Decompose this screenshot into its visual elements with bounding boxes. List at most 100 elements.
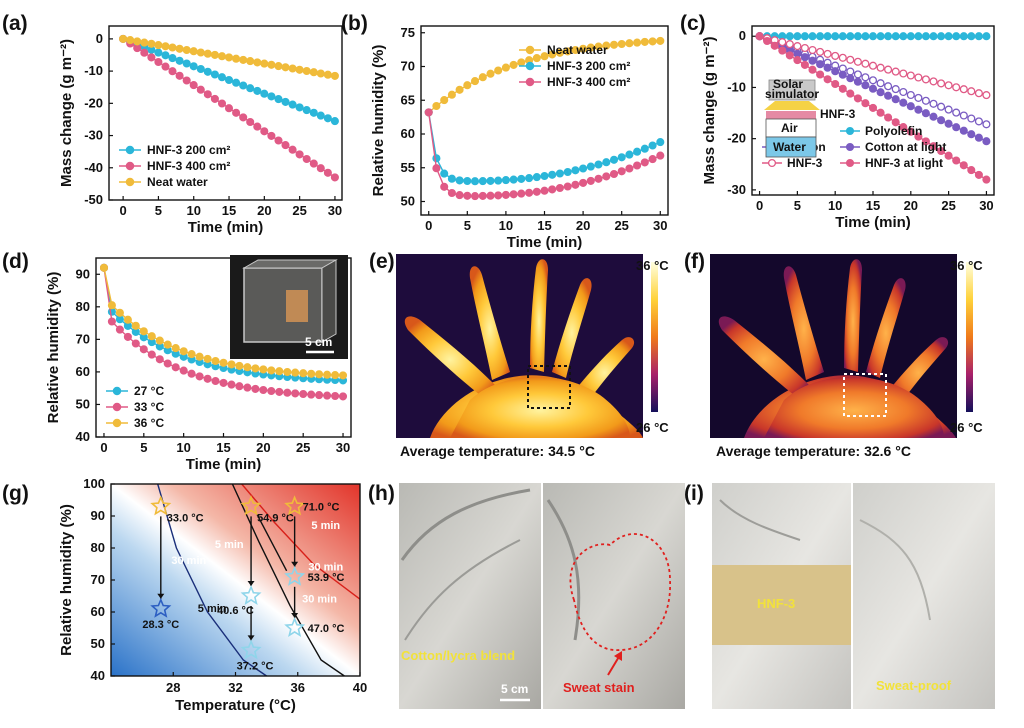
data-point: [217, 99, 227, 108]
caption-e: Average temperature: 34.5 °C: [400, 443, 595, 459]
data-point: [778, 46, 787, 55]
panel-label-a: (a): [2, 12, 28, 35]
data-point: [107, 317, 116, 326]
y-tick-label: -20: [84, 95, 103, 110]
legend-marker: [767, 158, 777, 168]
arrow-label: 5 min: [215, 539, 244, 551]
data-point: [509, 175, 518, 184]
data-point: [131, 321, 140, 330]
cb-min-f: 26 °C: [950, 420, 983, 435]
data-point: [227, 360, 236, 369]
data-point: [921, 75, 930, 84]
data-point: [563, 167, 572, 177]
data-point: [260, 59, 269, 68]
data-point: [171, 344, 180, 353]
x-tick-label: 30: [336, 440, 350, 455]
y-tick-label: 50: [91, 636, 105, 651]
data-point: [219, 378, 228, 387]
data-point: [853, 57, 862, 66]
data-point: [861, 59, 870, 68]
y-tick-label: -10: [84, 63, 103, 78]
legend-label: Neat water: [147, 175, 208, 189]
data-point: [246, 117, 255, 127]
data-point: [974, 117, 983, 126]
data-point: [571, 45, 580, 55]
data-point: [914, 32, 923, 41]
arrow-label: 5 min: [198, 603, 227, 615]
x-tick-label: 36: [291, 680, 305, 695]
data-point: [123, 332, 132, 341]
data-point: [432, 101, 441, 111]
data-point: [633, 147, 642, 156]
x-tick-label: 32: [228, 680, 242, 695]
data-point: [288, 64, 297, 73]
inset-water: Water: [773, 140, 806, 154]
data-point: [816, 60, 825, 69]
data-point: [974, 89, 983, 98]
data-point: [295, 150, 304, 159]
data-point: [868, 61, 878, 70]
hand-e: [404, 259, 643, 438]
data-point: [295, 65, 304, 74]
data-point: [203, 374, 212, 383]
data-point: [147, 39, 156, 48]
x-tick-label: 5: [155, 203, 162, 218]
y-tick-label: 40: [91, 668, 105, 683]
legend-marker: [845, 142, 855, 152]
data-point: [267, 92, 276, 101]
data-point: [906, 90, 915, 100]
data-point: [501, 176, 510, 185]
data-point: [323, 168, 332, 177]
panel-label-i: (i): [684, 482, 704, 505]
transition-arrow-diag: [256, 514, 288, 572]
data-point: [447, 90, 456, 99]
data-point: [455, 176, 464, 185]
data-point: [283, 367, 292, 377]
data-point: [424, 108, 433, 117]
data-point: [525, 174, 534, 183]
data-point: [309, 108, 318, 117]
data-point: [846, 74, 855, 83]
x-tick-label: 10: [186, 203, 200, 218]
chart-a: 0 5 10 15 20 25 30 0 -10 -20 -30 -40 -50 Time (min) Ma…: [58, 25, 343, 236]
data-point: [594, 160, 603, 169]
data-point: [921, 96, 930, 105]
data-point: [899, 69, 908, 78]
y-axis-label: Mass change (g m⁻²): [701, 37, 718, 185]
x-tick-label: 20: [257, 203, 271, 218]
data-point: [316, 164, 325, 173]
x-tick-label: 20: [576, 218, 590, 233]
data-point: [929, 112, 938, 121]
y-tick-label: 60: [76, 364, 90, 379]
data-point: [307, 369, 316, 378]
data-point: [586, 176, 595, 185]
y-tick-label: 60: [401, 126, 415, 141]
data-point: [323, 370, 332, 379]
data-point: [937, 102, 946, 111]
data-point: [808, 65, 817, 74]
data-point: [793, 56, 802, 65]
data-point: [974, 32, 983, 41]
data-point: [123, 315, 132, 324]
data-point: [323, 114, 332, 123]
data-point: [246, 84, 255, 93]
data-point: [447, 174, 456, 183]
data-point: [463, 191, 472, 200]
x-tick-label: 25: [614, 218, 628, 233]
data-point: [315, 370, 324, 379]
data-point: [532, 173, 541, 182]
data-point: [959, 111, 968, 120]
data-point: [929, 32, 938, 41]
legend-label: Neat water: [547, 43, 608, 57]
data-point: [189, 47, 198, 56]
arrow-head: [291, 613, 299, 618]
data-point: [307, 390, 316, 399]
chart-c: 0 5 10 15 20 25 30 0 -10 -20 -30 Time (min) Mass cha…: [701, 25, 995, 231]
x-tick-label: 0: [100, 440, 107, 455]
data-point: [891, 118, 900, 127]
data-point: [831, 67, 840, 76]
data-point: [323, 391, 332, 400]
data-point: [274, 136, 283, 145]
data-point: [952, 32, 961, 41]
data-point: [501, 190, 510, 199]
